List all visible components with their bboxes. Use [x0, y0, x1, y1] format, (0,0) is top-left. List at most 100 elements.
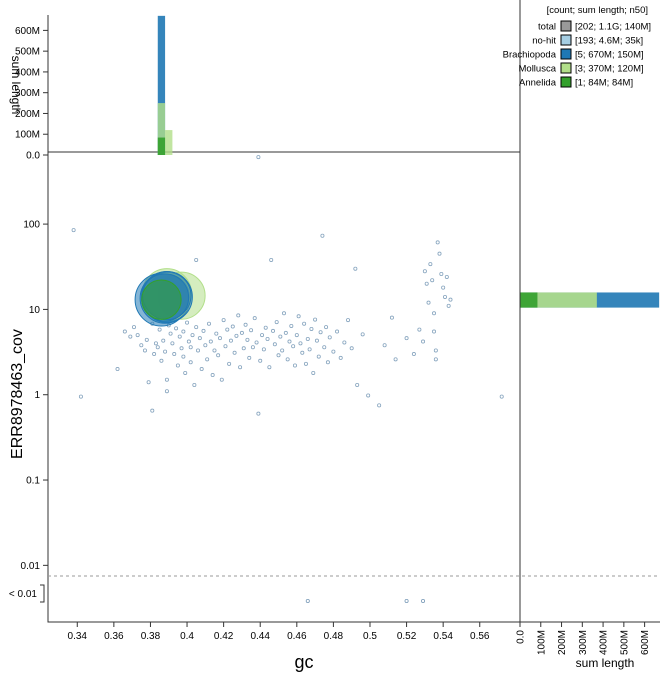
no-hit-point	[442, 294, 447, 299]
no-hit-point	[346, 318, 351, 323]
no-hit-point	[210, 373, 215, 378]
no-hit-point	[161, 338, 166, 343]
no-hit-point	[203, 343, 208, 348]
legend-label: total	[538, 22, 556, 33]
no-hit-point	[278, 334, 283, 339]
no-hit-point-below-threshold	[404, 599, 409, 604]
no-hit-point	[208, 339, 213, 344]
no-hit-point	[221, 318, 226, 323]
no-hit-point	[181, 329, 186, 334]
no-hit-point	[212, 348, 217, 353]
x-tick-label: 0.34	[68, 631, 88, 642]
no-hit-point	[338, 355, 343, 360]
x-tick-label: 0.52	[397, 631, 417, 642]
top-hist-bar-mollusca	[165, 130, 173, 155]
legend-swatch-no-hit[interactable]	[560, 34, 572, 46]
no-hit-point	[426, 300, 431, 305]
no-hit-point	[194, 325, 199, 330]
no-hit-point	[239, 330, 244, 335]
no-hit-point	[153, 341, 158, 346]
x-tick-label: 0.36	[104, 631, 124, 642]
main-panel-frame	[47, 151, 521, 623]
legend-swatch-annelida[interactable]	[560, 76, 572, 88]
y-tick-label: 100	[23, 220, 40, 231]
top-hist-tick-label: 600M	[15, 26, 40, 37]
no-hit-point	[78, 394, 83, 399]
no-hit-point	[411, 352, 416, 357]
no-hit-point	[435, 240, 440, 245]
no-hit-point	[428, 262, 433, 267]
no-hit-point-below-threshold	[421, 599, 426, 604]
no-hit-point	[302, 321, 307, 326]
no-hit-point	[320, 233, 325, 238]
no-hit-point	[421, 339, 426, 344]
x-tick-label: 0.48	[324, 631, 344, 642]
legend-swatch-total[interactable]	[560, 20, 572, 32]
no-hit-point	[170, 341, 175, 346]
top-hist-tick-label: 400M	[15, 67, 40, 78]
no-hit-point	[181, 354, 186, 359]
no-hit-point	[199, 367, 204, 372]
top-hist-bar-brachiopoda	[157, 15, 166, 155]
legend-swatch-mollusca[interactable]	[560, 62, 572, 74]
right-hist-tick-label: 400M	[599, 630, 610, 655]
no-hit-point-below-threshold	[305, 599, 310, 604]
no-hit-point	[322, 345, 327, 350]
no-hit-point	[355, 382, 360, 387]
x-axis: 0.34 0.36 0.38 0.4 0.42 0.44 0.46 0.48 0.5 0.52 0.…	[68, 622, 490, 672]
no-hit-point	[225, 327, 230, 332]
no-hit-point	[216, 353, 221, 358]
no-hit-point	[276, 353, 281, 358]
no-hit-point	[131, 325, 136, 330]
no-hit-point	[260, 333, 265, 338]
no-hit-point	[185, 320, 190, 325]
legend-label: no-hit	[532, 36, 556, 47]
no-hit-point	[439, 272, 444, 277]
no-hit-point	[285, 357, 290, 362]
no-hit-point	[177, 334, 182, 339]
right-hist-tick-label: 200M	[557, 630, 568, 655]
no-hit-point	[163, 349, 168, 354]
no-hit-point	[417, 327, 422, 332]
no-hit-point	[274, 320, 279, 325]
no-hit-point	[164, 377, 169, 382]
no-hit-point	[249, 328, 254, 333]
no-hit-point	[122, 329, 127, 334]
legend-swatch-brachiopoda[interactable]	[560, 48, 572, 60]
top-histogram: 0.0 100M 200M 300M 400M 500M 600M sum length	[9, 15, 173, 162]
no-hit-point	[238, 365, 243, 370]
no-hit-point	[303, 361, 308, 366]
no-hit-point	[389, 315, 394, 320]
no-hit-point	[291, 344, 296, 349]
no-hit-point	[342, 340, 347, 345]
no-hit-point	[433, 348, 438, 353]
no-hit-point	[71, 228, 76, 233]
y-axis: 0.01 0.1 1 10 100 < 0.01 ERR8978463_cov	[9, 220, 48, 603]
right-hist-tick-label: 500M	[619, 630, 630, 655]
x-tick-label: 0.44	[250, 631, 270, 642]
no-hit-point	[256, 411, 261, 416]
x-tick-label: 0.42	[214, 631, 234, 642]
no-hit-point	[314, 338, 319, 343]
legend-label: Brachiopoda	[503, 50, 557, 61]
no-hit-point	[206, 321, 211, 326]
no-hit-point	[150, 408, 155, 413]
top-hist-tick-label: 300M	[15, 88, 40, 99]
no-hit-point	[432, 311, 437, 316]
top-hist-axis-label: sum length	[9, 56, 23, 115]
no-hit-point	[115, 367, 120, 372]
no-hit-point	[217, 336, 222, 341]
no-hit-point	[159, 358, 164, 363]
x-tick-label: 0.38	[141, 631, 161, 642]
no-hit-point	[305, 336, 310, 341]
no-hit-point	[444, 274, 449, 279]
no-hit-point	[172, 352, 177, 357]
no-hit-point	[307, 347, 312, 352]
x-axis-label: gc	[294, 652, 313, 672]
bubble-annelida	[141, 279, 182, 320]
no-hit-point	[192, 382, 197, 387]
no-hit-point	[128, 334, 133, 339]
no-hit-point	[382, 343, 387, 348]
